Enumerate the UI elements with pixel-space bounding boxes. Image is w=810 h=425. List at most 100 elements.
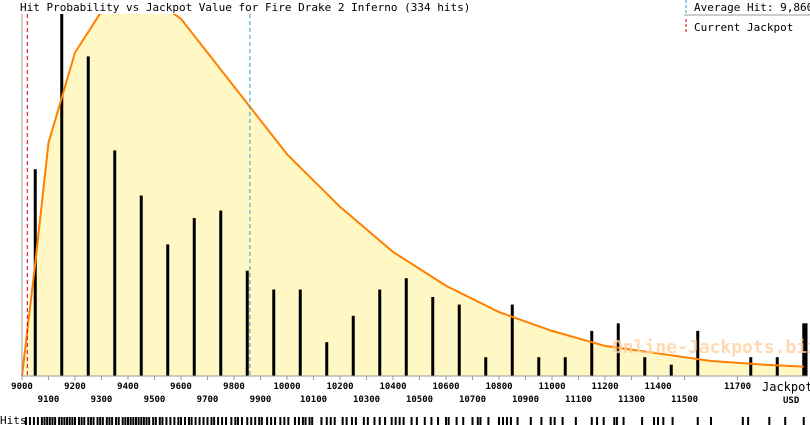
hit-tick: [657, 417, 660, 425]
bar: [351, 315, 355, 376]
hit-tick: [173, 417, 176, 425]
hit-tick: [194, 417, 197, 425]
hit-tick: [105, 417, 108, 425]
hit-tick: [250, 417, 253, 425]
hit-tick: [366, 417, 369, 425]
hit-tick: [127, 417, 130, 425]
hit-tick: [210, 417, 213, 425]
hit-tick: [384, 417, 387, 425]
curve-area: [22, 0, 804, 376]
hit-tick: [240, 417, 243, 425]
bar: [298, 289, 302, 376]
x-tick-label: 10000: [273, 382, 300, 392]
hit-tick: [183, 417, 186, 425]
hit-tick: [74, 417, 77, 425]
hit-tick: [142, 417, 145, 425]
hit-tick: [784, 417, 787, 425]
bar: [775, 357, 779, 376]
hit-tick: [479, 417, 482, 425]
hit-tick: [115, 417, 118, 425]
hit-tick: [48, 417, 51, 425]
hit-tick: [345, 417, 348, 425]
x-tick-label: 11000: [538, 382, 565, 392]
hit-tick: [476, 417, 479, 425]
hit-tick: [148, 417, 151, 425]
hit-tick: [260, 417, 263, 425]
x-tick-label: 10900: [512, 395, 539, 405]
x-tick-label: 11200: [591, 382, 618, 392]
hit-tick: [445, 417, 448, 425]
bar: [245, 270, 249, 376]
hit-tick: [32, 417, 35, 425]
x-tick-label: 10100: [300, 395, 327, 405]
hit-tick: [304, 417, 307, 425]
hit-tick: [129, 417, 132, 425]
bar: [537, 357, 541, 376]
hit-tick: [378, 417, 381, 425]
hit-tick: [301, 417, 304, 425]
bar: [431, 297, 435, 376]
hit-tick: [574, 417, 577, 425]
hit-tick: [447, 417, 450, 425]
bar: [484, 357, 488, 376]
x-tick-label: 9300: [91, 395, 113, 405]
hit-tick: [423, 417, 426, 425]
hit-tick: [92, 417, 95, 425]
hit-tick: [266, 417, 269, 425]
hit-tick: [590, 417, 593, 425]
hit-tick: [230, 417, 233, 425]
hit-tick: [108, 417, 111, 425]
hit-tick: [308, 417, 311, 425]
hit-tick: [354, 417, 357, 425]
hit-tick: [462, 417, 465, 425]
hit-tick: [83, 417, 86, 425]
bar: [563, 357, 567, 376]
hit-tick: [398, 417, 401, 425]
hit-tick: [137, 417, 140, 425]
legend-current-jackpot: Current Jackpot: [694, 21, 793, 34]
x-tick-label: 9500: [144, 395, 166, 405]
hit-tick: [145, 417, 148, 425]
hit-tick: [297, 417, 300, 425]
hit-tick: [124, 417, 127, 425]
x-tick-label: 9100: [38, 395, 60, 405]
bar: [457, 304, 461, 376]
hit-tick: [394, 417, 397, 425]
bar: [749, 357, 753, 376]
hit-tick: [320, 417, 323, 425]
hit-tick: [455, 417, 458, 425]
hit-tick: [77, 417, 80, 425]
x-tick-label: 10400: [379, 382, 406, 392]
bar: [404, 278, 408, 376]
hit-tick: [662, 417, 665, 425]
x-tick-label: 9200: [64, 382, 86, 392]
x-tick-label: 10600: [432, 382, 459, 392]
hit-tick: [68, 417, 71, 425]
hit-tick: [350, 417, 353, 425]
hit-tick: [615, 417, 618, 425]
bar: [113, 150, 117, 376]
hit-tick: [46, 417, 49, 425]
hit-tick: [152, 417, 155, 425]
x-tick-label: 9800: [223, 382, 245, 392]
hit-tick: [169, 417, 172, 425]
x-tick-label: 11400: [644, 382, 671, 392]
hit-tick: [487, 417, 490, 425]
hit-tick: [99, 417, 102, 425]
hit-tick: [415, 417, 418, 425]
hit-tick: [362, 417, 365, 425]
hit-tick: [236, 417, 239, 425]
hit-tick: [287, 417, 290, 425]
hit-tick: [279, 417, 282, 425]
x-tick-label: 9400: [117, 382, 139, 392]
hit-tick: [341, 417, 344, 425]
x-tick-label: 11100: [565, 395, 592, 405]
hit-tick: [165, 417, 168, 425]
bar: [669, 364, 673, 376]
hit-tick: [410, 417, 413, 425]
hit-tick: [671, 417, 674, 425]
hit-tick: [117, 417, 120, 425]
hit-tick: [274, 417, 277, 425]
hit-tick: [254, 417, 257, 425]
hit-tick: [180, 417, 183, 425]
